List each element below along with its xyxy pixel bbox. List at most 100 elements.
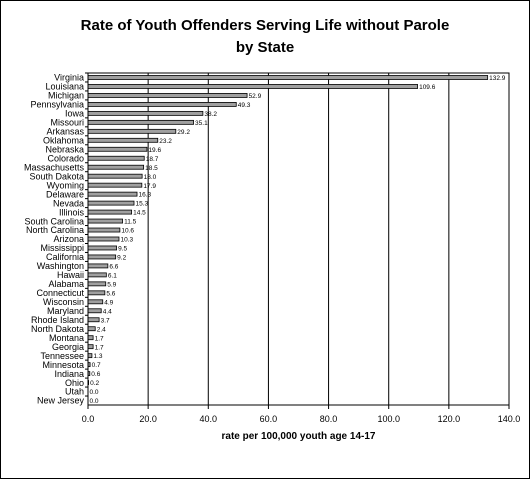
category-label: Virginia — [54, 73, 84, 83]
chart-title-line-1: Rate of Youth Offenders Serving Life wit… — [80, 17, 450, 34]
category-label: Iowa — [65, 109, 84, 119]
category-label: Nebraska — [45, 144, 84, 154]
category-label: Mississippi — [40, 243, 84, 253]
bar-value-label: 2.4 — [97, 326, 106, 333]
bar — [87, 335, 94, 341]
category-label: Pennsylvania — [30, 100, 84, 110]
bar — [87, 344, 94, 350]
value-labels: 132.9 109.6 52.9 49.3 38.2 35.1 29.2 23.2 19.6 18… — [90, 75, 506, 405]
chart-title-line-2: by State — [235, 39, 295, 56]
x-axis-label: rate per 100,000 youth age 14-17 — [221, 431, 376, 442]
bar — [87, 110, 204, 116]
bar — [87, 146, 148, 152]
bar-value-label: 10.6 — [121, 228, 134, 235]
bar-value-label: 6.6 — [109, 264, 118, 271]
category-label: California — [46, 252, 84, 262]
bar-value-label: 1.3 — [93, 353, 102, 360]
category-label: South Dakota — [29, 171, 84, 181]
bar — [87, 254, 117, 260]
category-label: Arizona — [53, 234, 84, 244]
bar — [87, 218, 123, 224]
bar — [87, 84, 418, 89]
category-label: New Jersey — [37, 396, 85, 406]
x-tick-label: 100.0 — [377, 414, 400, 424]
bar-value-label: 18.5 — [145, 165, 158, 172]
x-tick-labels: 0.0 20.0 40.0 60.0 80.0 100.0 120.0 140.0 — [82, 414, 521, 424]
bar-value-label: 132.9 — [489, 75, 506, 82]
bar — [87, 191, 138, 197]
category-label: Maryland — [47, 306, 84, 316]
category-label: Ohio — [65, 378, 84, 388]
category-labels: VirginiaLouisianaMichiganPennsylvaniaIow… — [24, 73, 85, 406]
bar-value-label: 5.6 — [106, 290, 115, 297]
bar-value-label: 18.0 — [144, 174, 157, 181]
category-label: Connecticut — [36, 288, 84, 298]
category-label: Montana — [49, 333, 84, 343]
gridlines — [87, 73, 510, 409]
bar — [87, 308, 102, 314]
category-label: Missouri — [50, 118, 84, 128]
category-label: Rhode Island — [31, 315, 84, 325]
bar — [87, 209, 133, 215]
bar-value-label: 19.6 — [148, 147, 161, 154]
bar — [87, 227, 121, 233]
category-label: Utah — [65, 387, 84, 397]
bar — [87, 326, 96, 332]
bar — [87, 173, 143, 179]
category-label: Michigan — [48, 91, 84, 101]
bar-value-label: 23.2 — [159, 138, 172, 145]
bar — [87, 164, 145, 170]
x-tick-label: 60.0 — [260, 414, 278, 424]
x-tick-label: 20.0 — [139, 414, 157, 424]
category-label: Colorado — [47, 153, 84, 163]
category-label: Nevada — [53, 198, 84, 208]
bar — [87, 272, 107, 278]
x-tick-label: 0.0 — [82, 414, 95, 424]
bar-value-label: 9.2 — [117, 255, 126, 262]
category-label: Illinois — [59, 207, 85, 217]
bar — [87, 93, 248, 98]
category-label: Massachusetts — [24, 162, 85, 172]
bar-value-label: 11.5 — [124, 219, 137, 226]
bar-value-label: 10.3 — [120, 237, 133, 244]
category-label: Hawaii — [57, 270, 84, 280]
bar — [87, 236, 120, 242]
bar-value-label: 17.9 — [143, 183, 156, 190]
category-label: Louisiana — [45, 82, 84, 92]
bar-value-label: 38.2 — [204, 111, 217, 118]
category-label: Arkansas — [46, 127, 84, 137]
bar-value-label: 29.2 — [177, 129, 190, 136]
bar — [87, 102, 237, 107]
x-tick-label: 140.0 — [498, 414, 521, 424]
category-label: Wyoming — [47, 180, 84, 190]
bar-value-label: 109.6 — [419, 84, 436, 91]
bar-value-label: 0.0 — [90, 389, 99, 396]
bar — [87, 155, 145, 161]
category-label: Georgia — [52, 342, 84, 352]
bar — [87, 182, 143, 188]
bar — [87, 317, 100, 323]
category-label: South Carolina — [24, 216, 84, 226]
bar-value-label: 0.6 — [91, 371, 100, 378]
category-label: Washington — [37, 261, 84, 271]
bar-value-label: 16.3 — [139, 192, 152, 199]
bar-value-label: 5.9 — [107, 281, 116, 288]
x-tick-label: 120.0 — [438, 414, 461, 424]
bar-value-label: 0.7 — [92, 362, 101, 369]
bar-value-label: 1.7 — [95, 344, 104, 351]
x-tick-label: 80.0 — [320, 414, 338, 424]
bar-value-label: 0.0 — [90, 398, 99, 405]
x-tick-label: 40.0 — [200, 414, 218, 424]
plot-area-border — [87, 72, 510, 406]
bar — [87, 245, 117, 251]
bar — [87, 281, 107, 287]
bar-value-label: 18.7 — [146, 156, 159, 163]
bar — [87, 75, 489, 80]
bar — [87, 200, 135, 206]
bar-value-label: 14.5 — [133, 210, 146, 217]
bar — [87, 137, 159, 143]
bar-value-label: 6.1 — [108, 272, 117, 279]
category-label: Alabama — [48, 279, 84, 289]
category-label: Indiana — [54, 369, 84, 379]
